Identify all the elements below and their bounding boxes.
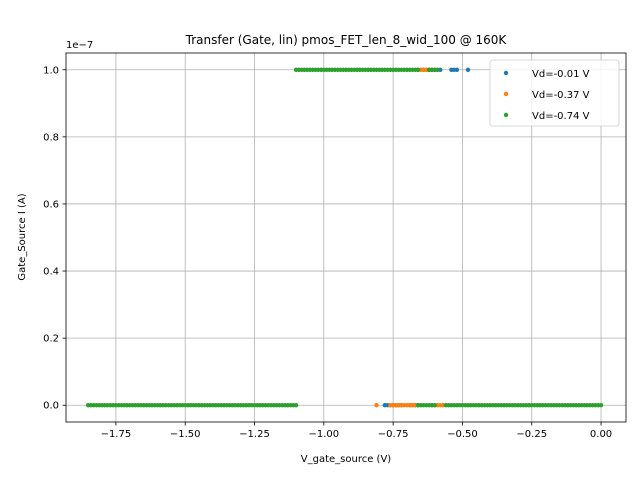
series-3-points [85, 67, 604, 408]
data-point [293, 403, 299, 408]
x-tick-label: −1.50 [170, 429, 201, 440]
legend-label: Vd=-0.37 V [532, 90, 590, 101]
legend-marker [503, 91, 509, 97]
data-point [432, 403, 437, 408]
x-tick-label: −0.75 [378, 429, 409, 440]
x-tick-label: −1.25 [239, 429, 270, 440]
plot-frame [65, 52, 627, 423]
legend: Vd=-0.01 V Vd=-0.37 V Vd=-0.74 V [489, 59, 620, 127]
x-axis-ticks: −1.75 −1.50 −1.25 −1.00 −0.75 −0.50 −0.25 0.00 [101, 422, 612, 440]
y-tick-label: 0.4 [43, 267, 59, 278]
x-tick-label: −1.75 [101, 429, 132, 440]
y-tick-label: 1.0 [43, 65, 59, 76]
data-point [454, 67, 460, 72]
legend-label: Vd=-0.01 V [532, 69, 590, 80]
x-tick-label: −0.50 [447, 429, 478, 440]
legend-marker [503, 70, 509, 76]
legend-marker [503, 112, 509, 118]
data-point [374, 403, 379, 408]
legend-label: Vd=-0.74 V [532, 111, 590, 122]
data-point [598, 403, 604, 408]
legend-frame [489, 59, 620, 127]
data-point [435, 67, 440, 72]
y-tick-label: 0.8 [43, 132, 59, 143]
data-point [415, 67, 421, 72]
y-axis-ticks: 0.0 0.2 0.4 0.6 0.8 1.0 [43, 65, 66, 412]
y-tick-label: 0.2 [43, 334, 59, 345]
data-points [85, 67, 604, 408]
x-tick-label: 0.00 [590, 429, 612, 440]
x-tick-label: −0.25 [516, 429, 547, 440]
y-tick-label: 0.0 [43, 401, 59, 412]
chart-title: Transfer (Gate, lin) pmos_FET_len_8_wid_… [185, 33, 508, 47]
y-tick-label: 0.6 [43, 199, 59, 210]
x-axis-title: V_gate_source (V) [301, 454, 392, 465]
y-offset-text: 1e−7 [66, 40, 93, 51]
data-point [465, 67, 471, 72]
y-axis-title: Gate_Source I (A) [17, 193, 28, 280]
x-tick-label: −1.00 [308, 429, 339, 440]
